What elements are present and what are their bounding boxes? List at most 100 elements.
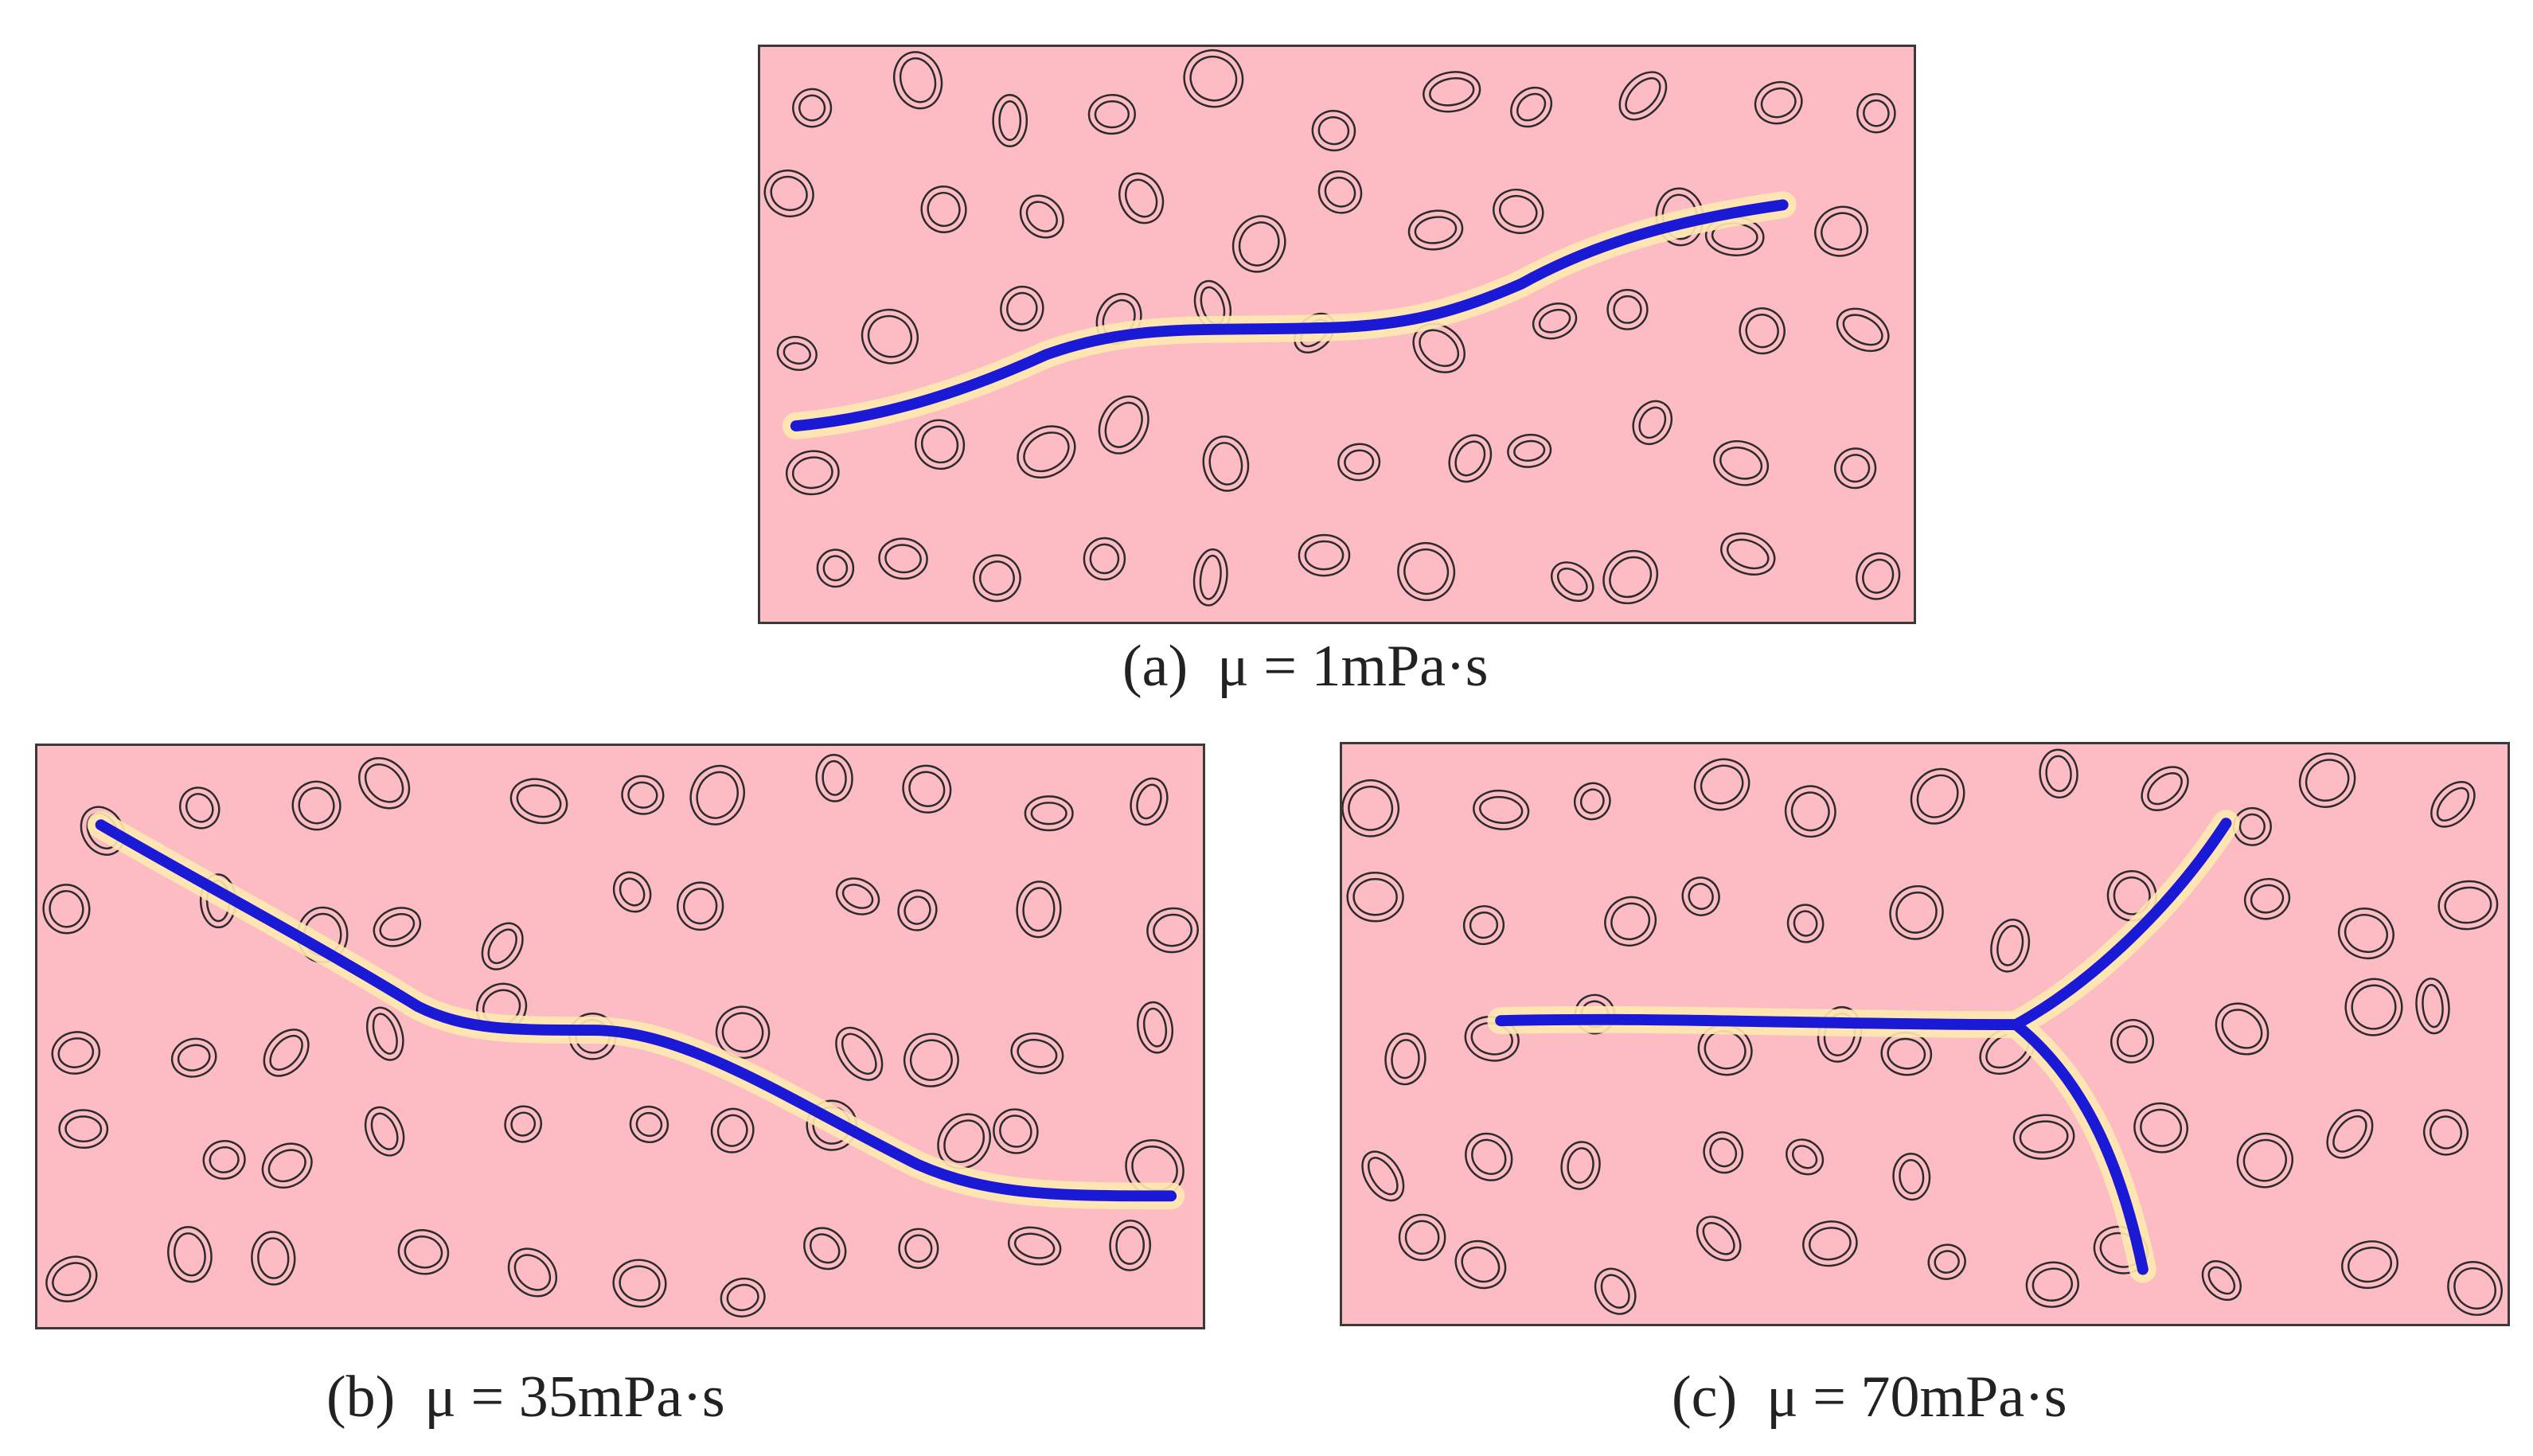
- grain-ring: [1109, 1220, 1152, 1271]
- grain-ring: [1183, 49, 1244, 108]
- grain-ring: [2298, 752, 2356, 808]
- grain-ring: [1934, 1250, 1960, 1274]
- grain-ring: [2305, 759, 2350, 802]
- panel-a-svg: [763, 49, 1901, 607]
- grain-ring: [1610, 902, 1651, 941]
- grain-ring: [815, 753, 853, 802]
- grain-ring: [1551, 561, 1594, 603]
- grain-ring: [1098, 395, 1149, 455]
- grain-ring: [179, 787, 221, 829]
- grain-ring: [1709, 1138, 1738, 1168]
- grain-ring: [174, 1232, 206, 1277]
- grain-ring: [1344, 449, 1375, 475]
- grain-ring: [1317, 170, 1363, 214]
- caption-c: (c) μ = 70mPa·s: [1672, 1364, 2067, 1430]
- grain-ring: [2031, 1267, 2074, 1302]
- grain-ring: [167, 1226, 213, 1283]
- grain-ring: [1625, 77, 1661, 115]
- grain-ring: [763, 169, 814, 218]
- grain-ring: [2019, 1120, 2069, 1153]
- grain-ring: [269, 1034, 303, 1071]
- caption-a: (a) μ = 1mPa·s: [1122, 634, 1489, 699]
- grain-ring: [1602, 549, 1659, 605]
- grain-ring: [1298, 533, 1351, 577]
- grain-ring: [1532, 303, 1578, 340]
- grain-ring: [2232, 806, 2272, 846]
- grain-ring: [298, 787, 335, 825]
- grain-ring: [1030, 802, 1067, 826]
- panel-c-fracture-main: [1495, 1013, 2022, 1031]
- grain-ring: [841, 884, 874, 909]
- grain-ring: [2430, 781, 2476, 828]
- grain-ring: [1384, 1032, 1427, 1086]
- grain-ring: [2351, 984, 2397, 1030]
- grain-ring: [1199, 554, 1222, 600]
- grain-ring: [1391, 1039, 1420, 1079]
- grain-ring: [2039, 748, 2078, 798]
- grain-ring: [1471, 1138, 1507, 1175]
- grain-ring: [2215, 1002, 2270, 1056]
- grain-ring: [1202, 435, 1250, 492]
- grain-ring: [1010, 1032, 1064, 1075]
- grain-ring: [783, 342, 811, 365]
- grain-ring: [1324, 176, 1356, 208]
- grain-ring: [1600, 1274, 1630, 1309]
- grain-ring: [481, 922, 524, 970]
- grain-ring: [1143, 1007, 1168, 1048]
- grain-ring: [2326, 1109, 2374, 1159]
- grain-ring: [1146, 907, 1199, 954]
- grain-ring: [510, 1111, 537, 1137]
- grain-ring: [909, 1039, 953, 1081]
- grain-ring: [1019, 194, 1064, 239]
- grain-ring: [1916, 774, 1959, 818]
- grain-ring: [1609, 556, 1653, 599]
- grain-ring: [810, 1233, 841, 1264]
- grain-ring: [1311, 110, 1356, 152]
- grain-ring: [1493, 189, 1544, 234]
- panel-c-svg: [1342, 748, 2503, 1316]
- grain-ring: [2337, 908, 2394, 959]
- grain-ring: [2422, 984, 2444, 1029]
- grain-ring: [1124, 178, 1158, 218]
- panel-c-grains: [1342, 748, 2503, 1316]
- grain-ring: [1469, 911, 1499, 939]
- grain-ring: [209, 1146, 240, 1173]
- grain-ring: [1022, 887, 1056, 932]
- grain-ring: [612, 1259, 667, 1308]
- grain-ring: [2437, 880, 2499, 931]
- grain-ring: [878, 537, 928, 580]
- grain-ring: [2415, 978, 2450, 1035]
- grain-ring: [261, 1142, 313, 1189]
- grain-ring: [1208, 442, 1243, 486]
- grain-ring: [920, 185, 967, 233]
- grain-ring: [1573, 782, 1611, 821]
- grain-ring: [1317, 115, 1350, 146]
- grain-ring: [677, 881, 724, 931]
- grain-ring: [49, 890, 84, 928]
- grain-ring: [1696, 1216, 1742, 1262]
- grain-ring: [1017, 1038, 1058, 1068]
- grain-ring: [1632, 400, 1673, 446]
- grain-ring: [904, 1234, 933, 1263]
- grain-ring: [770, 175, 808, 212]
- grain-ring: [1115, 1226, 1146, 1265]
- grain-ring: [1910, 767, 1965, 825]
- grain-ring: [1727, 538, 1770, 570]
- grain-ring: [2444, 886, 2492, 924]
- grain-ring: [897, 889, 938, 931]
- grain-ring: [370, 1112, 399, 1150]
- grain-ring: [487, 928, 517, 964]
- grain-ring: [1567, 1147, 1594, 1184]
- grain-ring: [1006, 291, 1038, 326]
- grain-ring: [2236, 1132, 2293, 1189]
- grain-ring: [1618, 71, 1668, 121]
- grain-ring: [1700, 764, 1744, 805]
- grain-ring: [1887, 1037, 1926, 1070]
- grain-ring: [2344, 978, 2403, 1036]
- grain-ring: [1337, 443, 1381, 482]
- grain-ring: [51, 1031, 101, 1075]
- grain-ring: [791, 456, 833, 490]
- grain-ring: [993, 1108, 1039, 1154]
- grain-ring: [2341, 1240, 2398, 1290]
- grain-ring: [1688, 883, 1714, 910]
